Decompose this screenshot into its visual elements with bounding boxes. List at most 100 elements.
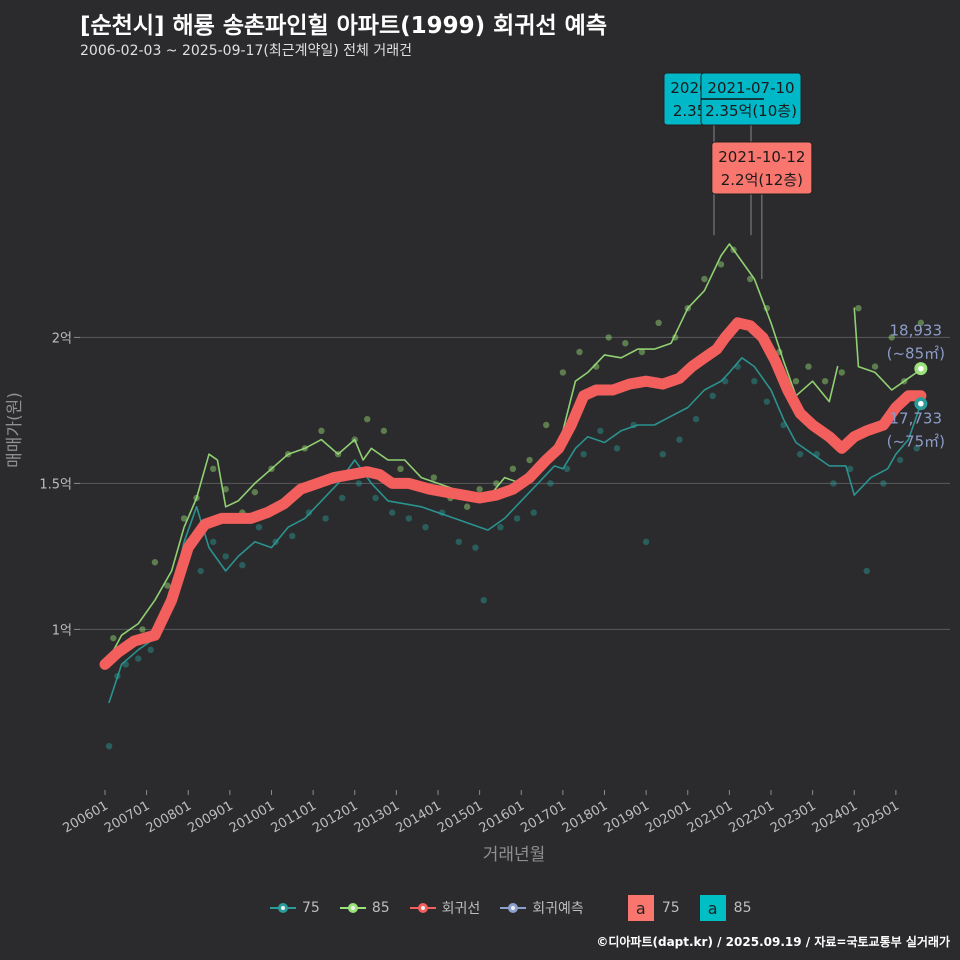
scatter-point-75 bbox=[135, 655, 142, 662]
y-tick-label: 1억 bbox=[52, 623, 72, 638]
scatter-point-75 bbox=[455, 538, 463, 545]
scatter-point-85 bbox=[110, 634, 117, 642]
scatter-point-75 bbox=[355, 480, 363, 487]
scatter-point-75 bbox=[513, 515, 521, 522]
scatter-point-85 bbox=[364, 415, 371, 423]
series-line-85 bbox=[108, 243, 839, 660]
scatter-point-85 bbox=[888, 334, 895, 341]
x-tick-label: 200801 bbox=[144, 798, 194, 836]
scatter-point-85 bbox=[871, 363, 879, 370]
scatter-point-85 bbox=[164, 582, 171, 589]
end-points-layer: 18,933 (~85㎡) 17,733 (~75㎡) bbox=[887, 322, 945, 451]
end-value-75: 17,733 bbox=[890, 410, 943, 428]
scatter-point-85 bbox=[151, 559, 159, 566]
end-value-85: 18,933 bbox=[890, 322, 943, 340]
lines-layer bbox=[99, 243, 927, 704]
scatter-point-85 bbox=[717, 261, 725, 268]
scatter-point-75 bbox=[289, 532, 296, 540]
scatter-point-75 bbox=[497, 524, 504, 531]
legend-item-75: 75 bbox=[270, 900, 320, 916]
scatter-point-75 bbox=[322, 515, 329, 522]
scatter-point-75 bbox=[239, 561, 246, 569]
page-subtitle: 2006-02-03 ~ 2025-09-17(최근계약일) 전체 거래건 bbox=[80, 43, 412, 59]
annotation-price: 2.2억(12층) bbox=[721, 171, 803, 189]
x-tick-label: 202201 bbox=[727, 798, 777, 836]
scatter-point-85 bbox=[380, 427, 388, 435]
annotation-date: 2021-10-12 bbox=[718, 148, 805, 166]
scatter-point-85 bbox=[821, 378, 829, 385]
scatter-point-75 bbox=[222, 553, 229, 560]
x-tick-label: 201501 bbox=[435, 798, 485, 836]
page-title: [순천시] 해룡 송촌파인힐 아파트(1999) 회귀선 예측 bbox=[80, 13, 607, 39]
series-line-regression bbox=[99, 317, 927, 670]
y-tick-label: 2억 bbox=[52, 331, 72, 346]
scatter-point-75 bbox=[896, 456, 904, 464]
scatter-point-75 bbox=[339, 494, 346, 502]
footer-credit: ©디아파트(dapt.kr) / 2025.09.19 / 자료=국토교통부 실… bbox=[596, 935, 950, 949]
scatter-point-75 bbox=[580, 451, 587, 458]
annotation-box bbox=[711, 141, 813, 195]
legend-box-75: a 75 bbox=[627, 895, 680, 921]
scatter-point-85 bbox=[805, 363, 812, 370]
scatter-point-85 bbox=[509, 465, 517, 472]
x-tick-label: 202101 bbox=[685, 798, 735, 836]
x-tick-label: 200901 bbox=[185, 798, 235, 836]
y-axis-title: 매매가(원) bbox=[5, 392, 25, 468]
scatter-point-75 bbox=[147, 646, 154, 654]
end-point-dot-75 bbox=[918, 400, 924, 407]
scatter-point-75 bbox=[796, 451, 804, 458]
legend: 75 85 회귀선 회귀예측 a 75 a 85 bbox=[270, 895, 771, 921]
scatter-point-75 bbox=[197, 567, 204, 575]
scatter-point-85 bbox=[318, 427, 325, 435]
legend-box-letter-85: a bbox=[699, 895, 726, 921]
scatter-point-85 bbox=[251, 488, 259, 496]
scatter-point-85 bbox=[526, 456, 533, 464]
scatter-point-85 bbox=[463, 503, 471, 510]
annotations-layer: 2020-08-172.35억(3층)2021-07-102.35억(10층)2… bbox=[663, 72, 813, 279]
scatter-point-85 bbox=[855, 305, 862, 312]
x-tick-label: 202401 bbox=[810, 798, 860, 836]
scatter-point-85 bbox=[638, 348, 646, 356]
scatter-point-85 bbox=[210, 465, 217, 472]
legend-label-regression: 회귀선 bbox=[441, 901, 481, 917]
x-tick-label: 201101 bbox=[269, 798, 319, 836]
scatter-point-75 bbox=[405, 515, 413, 522]
scatter-point-85 bbox=[139, 626, 146, 633]
scatter-point-75 bbox=[692, 415, 700, 423]
scatter-point-75 bbox=[642, 538, 650, 545]
legend-box-85: a 85 bbox=[699, 895, 751, 921]
scatter-point-75 bbox=[613, 445, 621, 452]
scatter-point-85 bbox=[838, 369, 845, 376]
scatter-point-75 bbox=[547, 480, 554, 487]
scatter-point-85 bbox=[397, 465, 404, 472]
scatter-point-85 bbox=[543, 421, 550, 429]
scatter-point-75 bbox=[880, 480, 887, 487]
scatter-point-75 bbox=[305, 509, 313, 516]
x-tick-label: 201601 bbox=[477, 798, 527, 836]
scatter-point-85 bbox=[917, 319, 925, 326]
scatter-point-85 bbox=[701, 275, 708, 283]
scatter-point-85 bbox=[222, 486, 229, 493]
scatter-point-75 bbox=[210, 538, 217, 545]
scatter-point-85 bbox=[476, 486, 483, 493]
scatter-point-75 bbox=[676, 436, 683, 443]
scatter-point-85 bbox=[559, 369, 567, 376]
scatter-point-75 bbox=[472, 544, 479, 551]
y-tick-label: 1.5억 bbox=[39, 477, 72, 492]
x-axis-title: 거래년월 bbox=[483, 845, 546, 865]
scatter-point-85 bbox=[746, 275, 754, 283]
scatter-point-75 bbox=[863, 567, 870, 575]
scatter-layer bbox=[105, 246, 925, 750]
x-tick-label: 202301 bbox=[768, 798, 818, 836]
x-tick-label: 201401 bbox=[394, 798, 444, 836]
legend-box-label-75: 75 bbox=[661, 900, 680, 916]
legend-label-75: 75 bbox=[302, 900, 320, 916]
scatter-point-85 bbox=[605, 334, 612, 341]
scatter-point-75 bbox=[830, 480, 837, 487]
scatter-point-75 bbox=[480, 597, 487, 604]
x-tick-label: 201001 bbox=[227, 798, 277, 836]
y-axis: 1억 1.5억 2억 bbox=[39, 331, 80, 638]
scatter-point-75 bbox=[846, 465, 854, 472]
scatter-point-85 bbox=[792, 378, 800, 385]
legend-box-letter-75: a bbox=[627, 895, 654, 921]
